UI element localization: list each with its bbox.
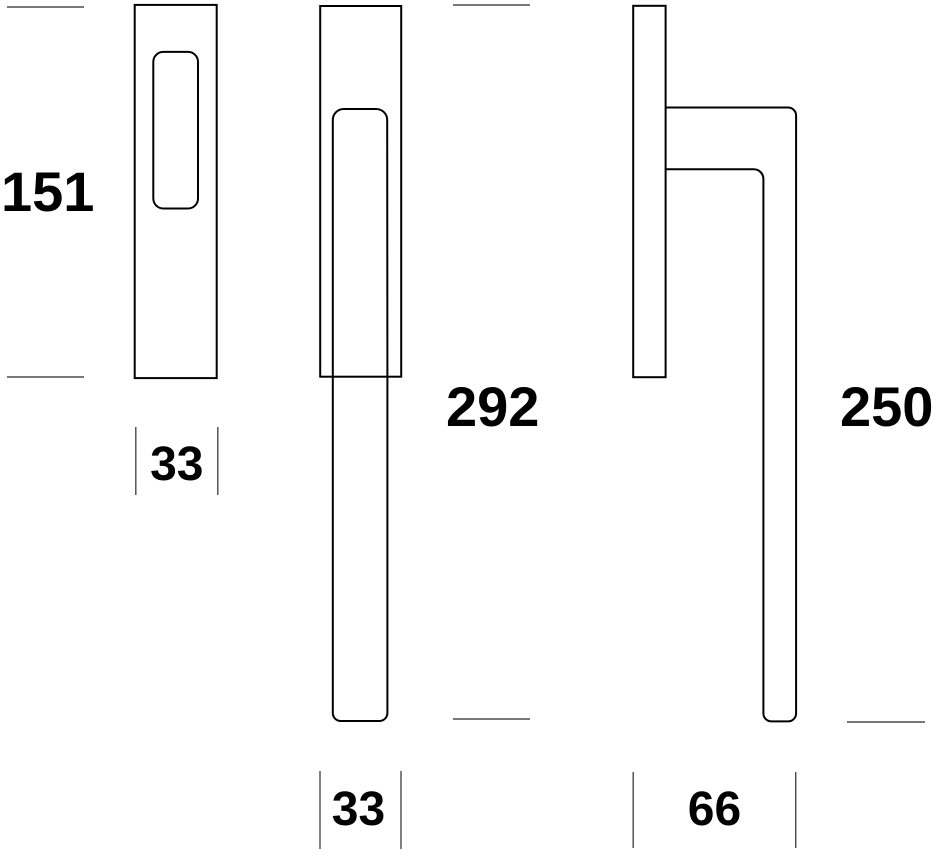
svg-text:250: 250	[840, 375, 933, 438]
svg-text:33: 33	[150, 438, 203, 491]
svg-text:66: 66	[688, 783, 741, 836]
svg-text:151: 151	[1, 160, 94, 223]
svg-text:292: 292	[446, 375, 539, 438]
svg-text:33: 33	[332, 783, 385, 836]
